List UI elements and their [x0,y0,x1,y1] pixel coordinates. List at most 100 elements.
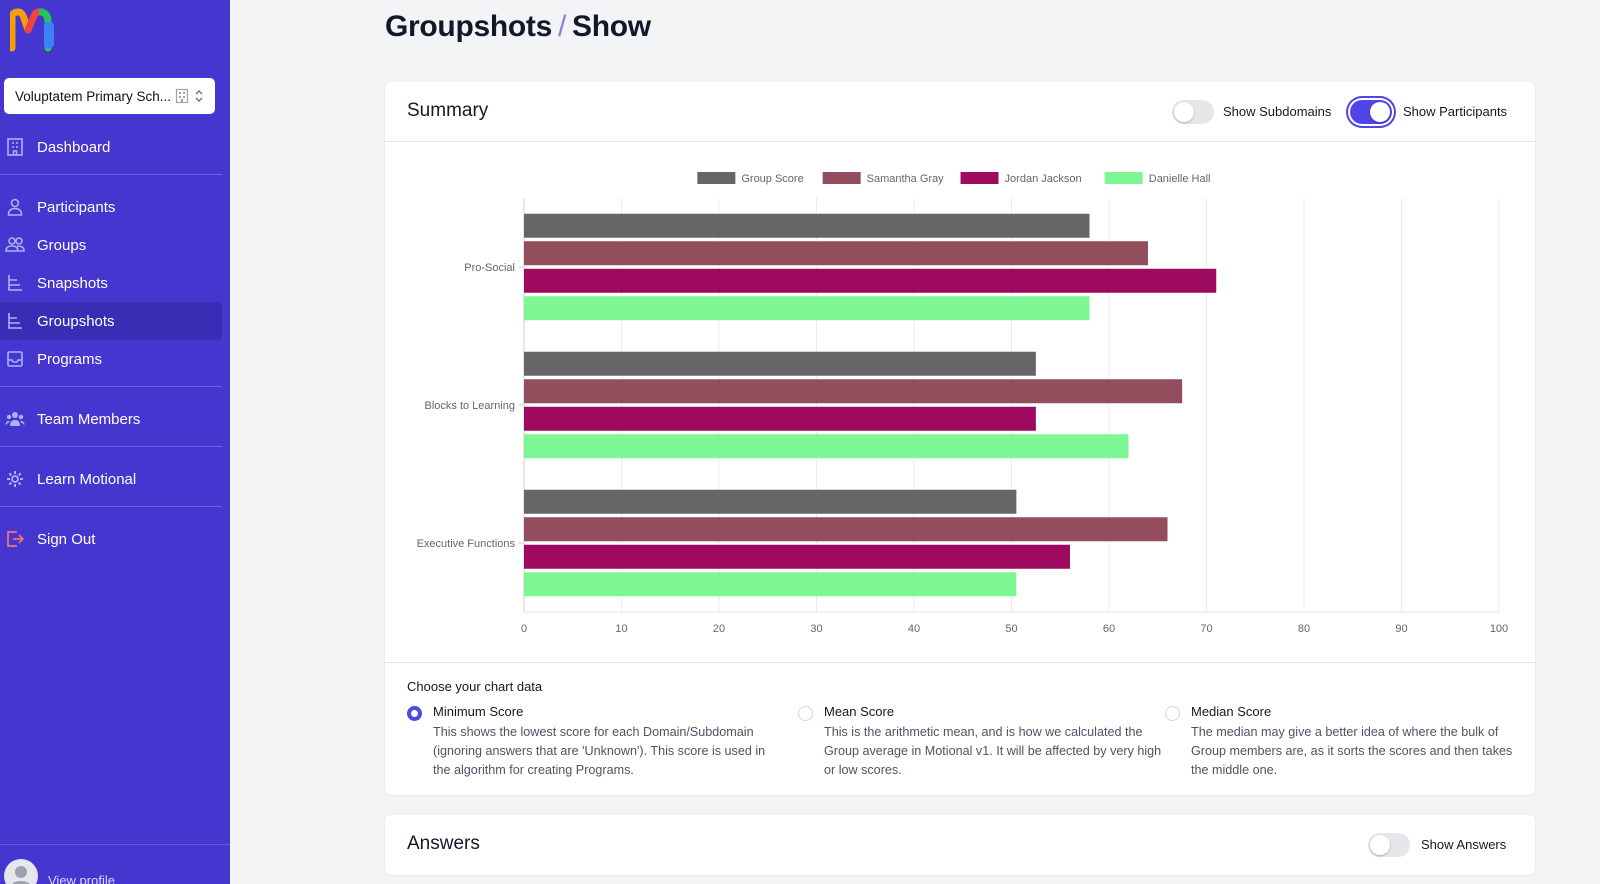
sidebar-item-groups[interactable]: Groups [0,226,222,264]
building-icon [175,88,189,104]
summary-title: Summary [407,100,489,121]
x-tick-label: 90 [1395,623,1407,635]
summary-header: Summary Show Subdomains Show Participant… [385,82,1535,142]
legend-swatch [697,172,736,184]
avatar[interactable] [4,859,38,884]
logout-icon [7,531,25,547]
breadcrumb-show: Show [572,10,651,43]
x-tick-label: 50 [1005,623,1017,635]
option-title: Minimum Score [433,704,524,719]
show-answers-toggle[interactable] [1368,833,1410,857]
view-profile-link[interactable]: View profile [48,873,115,884]
sidebar-item-team-members[interactable]: Team Members [0,400,222,438]
answers-card: Answers Show Answers [385,815,1535,875]
y-category-label: Blocks to Learning [425,400,516,412]
bar [524,241,1148,266]
toggle-knob [1370,102,1390,122]
bar [524,268,1217,293]
x-tick-label: 0 [521,623,527,635]
user-group-icon [5,412,25,426]
bar [524,351,1036,376]
show-answers-label: Show Answers [1421,837,1507,852]
sidebar-item-learn-motional[interactable]: Learn Motional [0,460,222,498]
sidebar-item-label: Dashboard [37,138,111,156]
user-icon [7,198,23,216]
show-subdomains-toggle[interactable] [1172,100,1214,124]
motional-logo[interactable] [10,8,54,52]
bar [524,517,1168,542]
sidebar-item-dashboard[interactable]: Dashboard [0,128,222,166]
x-tick-label: 80 [1298,623,1310,635]
sidebar-item-snapshots[interactable]: Snapshots [0,264,222,302]
legend-label: Samantha Gray [867,173,945,185]
choose-chart-data-label: Choose your chart data [407,679,543,694]
legend-label: Group Score [741,173,803,185]
sidebar-item-label: Team Members [37,410,141,428]
answers-title: Answers [407,833,480,854]
x-tick-label: 70 [1200,623,1212,635]
option-description: This is the arithmetic mean, and is how … [824,725,1162,777]
summary-card: Summary Show Subdomains Show Participant… [385,82,1535,795]
sidebar: Voluptatem Primary Sch... Dashboard Part… [0,0,230,884]
bar [524,296,1090,321]
sidebar-divider [0,506,222,507]
x-tick-label: 20 [713,623,725,635]
legend-label: Danielle Hall [1149,173,1211,185]
mean-score-radio[interactable] [798,706,813,721]
page-title: Groupshots / Show [385,10,651,44]
median-score-radio[interactable] [1165,706,1180,721]
section-divider [385,662,1535,663]
legend-label: Jordan Jackson [1005,173,1082,185]
legend-swatch [960,172,999,184]
sidebar-item-label: Programs [37,350,103,368]
gear-icon [7,471,23,487]
sidebar-item-label: Participants [37,198,116,216]
sidebar-item-programs[interactable]: Programs [0,340,222,378]
bar [524,379,1183,404]
sidebar-divider [0,446,222,447]
legend-swatch [822,172,861,184]
sidebar-item-label: Groups [37,236,87,254]
legend-swatch [1104,172,1143,184]
sidebar-item-sign-out[interactable]: Sign Out [0,520,222,558]
toggle-knob [1370,835,1390,855]
minimum-score-radio[interactable] [407,706,422,721]
users-icon [5,237,25,252]
y-category-label: Pro-Social [464,262,515,274]
school-select-value: Voluptatem Primary Sch... [15,88,171,104]
layers-icon [8,313,22,329]
chevron-updown-icon [195,90,203,102]
inbox-icon [7,351,23,367]
breadcrumb-groupshots[interactable]: Groupshots [385,10,552,43]
layers-icon [8,275,22,291]
sidebar-item-label: Groupshots [37,312,115,330]
bar [524,213,1090,238]
bar [524,489,1017,514]
show-subdomains-label: Show Subdomains [1223,104,1332,119]
school-select[interactable]: Voluptatem Primary Sch... [4,78,215,114]
option-description: This shows the lowest score for each Dom… [433,725,766,777]
y-category-label: Executive Functions [417,538,516,550]
sidebar-item-participants[interactable]: Participants [0,188,222,226]
option-title: Median Score [1191,704,1272,719]
bar [524,572,1017,597]
x-tick-label: 100 [1490,623,1508,635]
option-title: Mean Score [824,704,895,719]
x-tick-label: 10 [615,623,627,635]
show-participants-label: Show Participants [1403,104,1508,119]
bar [524,406,1036,431]
x-tick-label: 40 [908,623,920,635]
user-avatar-icon [12,866,30,884]
x-tick-label: 30 [810,623,822,635]
show-participants-toggle[interactable] [1350,100,1392,124]
profile-section[interactable]: View profile [0,844,230,884]
x-tick-label: 60 [1103,623,1115,635]
sidebar-divider [0,174,222,175]
bar [524,544,1070,569]
bar [524,434,1129,459]
sidebar-item-label: Sign Out [37,530,96,548]
sidebar-divider [0,386,222,387]
sidebar-item-groupshots[interactable]: Groupshots [0,302,222,340]
toggle-knob [1174,102,1194,122]
breadcrumb-separator: / [558,10,567,43]
